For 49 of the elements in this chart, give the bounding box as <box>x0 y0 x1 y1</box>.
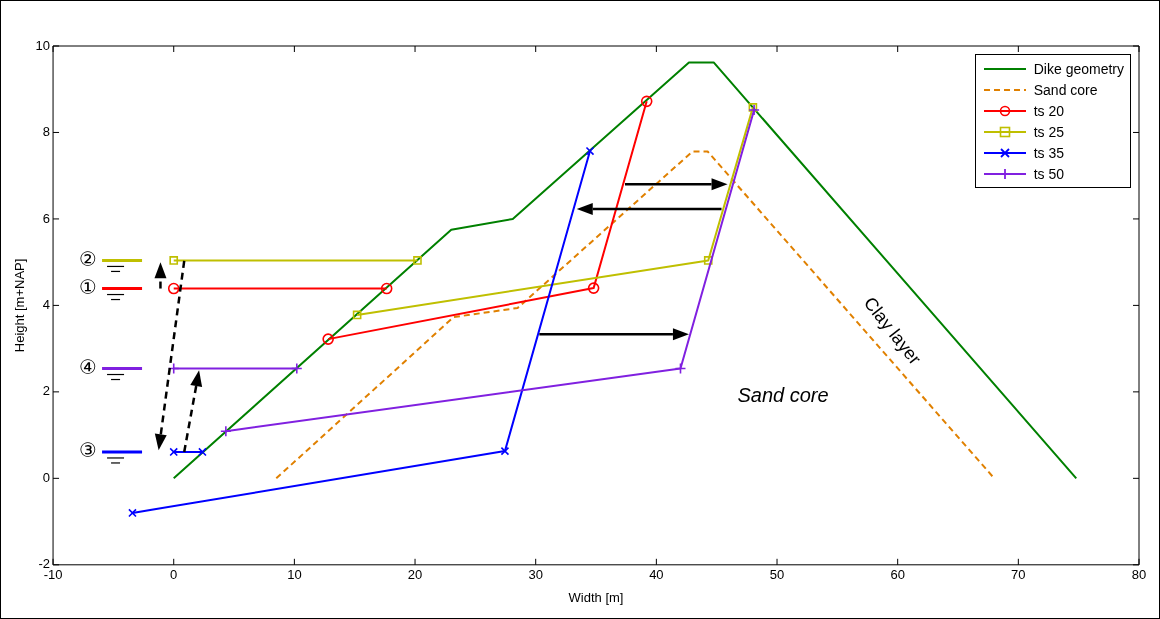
point <box>587 282 600 294</box>
legend-label: ts 20 <box>1033 102 1065 119</box>
legend-label: ts 25 <box>1033 123 1065 140</box>
point <box>352 310 362 320</box>
point <box>169 447 179 457</box>
x-tick-label: 40 <box>649 567 664 583</box>
point <box>585 146 595 156</box>
legend-label: Sand core <box>1033 81 1098 98</box>
x-tick-label: 80 <box>1131 567 1147 583</box>
point <box>640 95 653 108</box>
point <box>500 446 510 456</box>
point <box>220 425 232 438</box>
x-tick-label: 20 <box>407 567 423 583</box>
annotation: ③ <box>79 438 98 463</box>
y-tick-label: 6 <box>42 210 51 226</box>
annotation: ② <box>79 246 98 271</box>
y-tick-label: 8 <box>42 124 51 140</box>
legend-label: ts 35 <box>1033 144 1065 161</box>
annotation: Sand core <box>737 383 829 406</box>
x-tick-label: 60 <box>890 567 905 583</box>
point <box>128 508 137 518</box>
point <box>322 333 334 345</box>
point <box>290 362 303 375</box>
point <box>169 256 179 265</box>
legend-label: ts 50 <box>1033 165 1065 182</box>
annotation: ④ <box>79 354 98 379</box>
point <box>748 103 758 112</box>
y-tick-label: 2 <box>42 383 51 399</box>
y-axis-title: Height [m+NAP] <box>12 258 28 353</box>
x-tick-label: 0 <box>170 567 178 583</box>
legend-label: Dike geometry <box>1033 60 1124 77</box>
x-tick-label: 50 <box>769 567 785 583</box>
x-tick-label: -10 <box>43 567 63 583</box>
x-tick-label: 30 <box>528 567 543 583</box>
line-series <box>275 150 996 480</box>
y-tick-label: 10 <box>35 37 51 53</box>
x-tick-label: 70 <box>1011 567 1026 583</box>
y-tick-label: 0 <box>42 469 51 485</box>
point <box>413 256 422 265</box>
point <box>167 282 180 295</box>
point <box>674 362 687 375</box>
y-tick-label: 4 <box>42 296 51 312</box>
annotation: ① <box>79 274 98 299</box>
point <box>380 282 393 295</box>
x-tick-label: 10 <box>287 567 302 583</box>
point <box>703 256 713 265</box>
point <box>748 104 760 116</box>
point <box>198 447 207 457</box>
x-axis-title: Width [m] <box>568 589 624 605</box>
